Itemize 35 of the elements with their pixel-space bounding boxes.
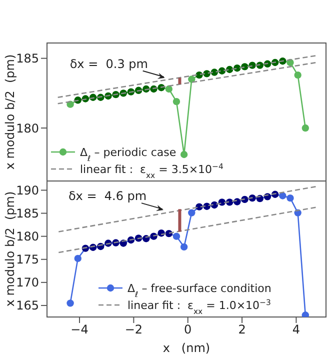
point bbox=[165, 85, 172, 93]
x-tick-label: −4 bbox=[70, 322, 88, 337]
point bbox=[180, 243, 188, 251]
point bbox=[74, 254, 82, 262]
y-tick-label: 190 bbox=[16, 183, 39, 198]
point bbox=[172, 98, 180, 106]
x-axis-title: x (nm) bbox=[162, 341, 210, 355]
y-tick-label: 180 bbox=[16, 121, 39, 136]
point bbox=[279, 192, 286, 200]
point bbox=[188, 76, 196, 83]
y-tick-label: 175 bbox=[16, 252, 39, 267]
x-tick-label: 0 bbox=[184, 322, 192, 337]
point bbox=[180, 150, 188, 158]
legend-label: Δ$_{ℓ}$ – periodic case bbox=[80, 146, 176, 162]
y-tick-label: 185 bbox=[16, 206, 39, 221]
x-tick-label: −2 bbox=[124, 322, 143, 337]
legend-label: Δ$_{ℓ}$ – free-surface condition bbox=[128, 282, 272, 298]
point bbox=[286, 194, 294, 202]
y-tick-label: 180 bbox=[16, 230, 39, 244]
y-tick-label: 170 bbox=[16, 276, 39, 290]
point bbox=[294, 71, 302, 79]
y-tick-label: 165 bbox=[16, 298, 39, 313]
y-axis-title: x modulo b/2 (pm) bbox=[3, 54, 18, 170]
legend-label: linear fit : ε$_{xx}$ = 1.0×10$^{−3}$ bbox=[128, 298, 271, 316]
x-tick-label: 4 bbox=[292, 322, 300, 337]
legend-label: linear fit : ε$_{xx}$ = 3.5×10$^{−4}$ bbox=[80, 162, 224, 180]
y-axis-title: x modulo b/2 (pm) bbox=[3, 191, 18, 307]
point bbox=[188, 209, 196, 216]
x-tick-label: 2 bbox=[238, 322, 246, 337]
point bbox=[302, 124, 310, 132]
point bbox=[172, 232, 180, 240]
annotation: δx = 4.6 pm bbox=[68, 189, 147, 204]
y-tick-label: 185 bbox=[16, 52, 39, 66]
point bbox=[66, 300, 74, 307]
annotation: δx = 0.3 pm bbox=[70, 56, 148, 71]
